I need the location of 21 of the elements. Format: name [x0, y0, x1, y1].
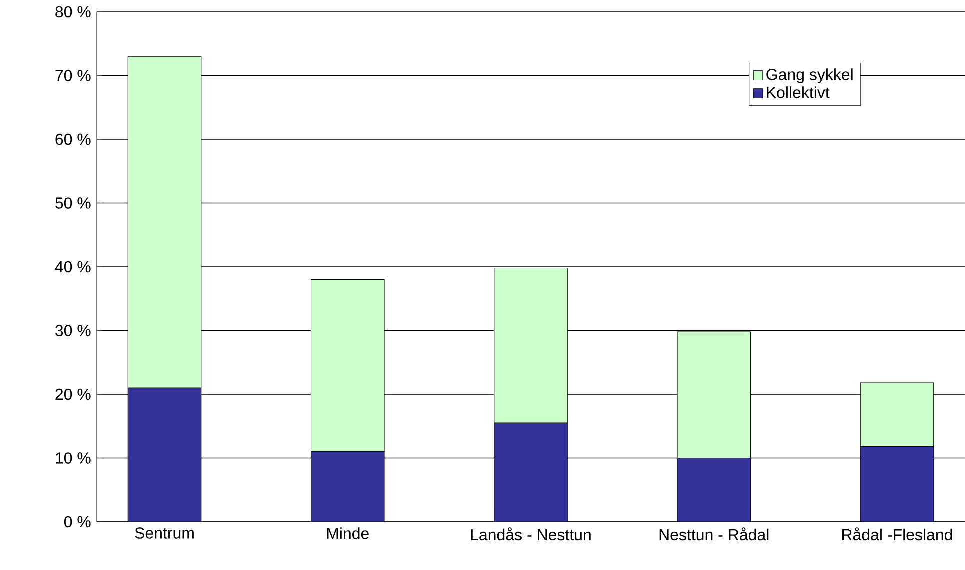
x-tick-label: Sentrum: [135, 528, 194, 539]
y-tick-label: 70 %: [56, 70, 91, 82]
x-tick-label: Rådal -Flesland: [842, 528, 952, 541]
x-tick-label: Minde: [327, 528, 369, 540]
y-tick-label: 10 %: [56, 452, 91, 464]
legend-label: Gang sykkel: [766, 68, 853, 84]
x-tick-label: Landås - Nesttun: [471, 528, 591, 541]
bar: [678, 458, 751, 522]
y-tick-label: 30 %: [56, 325, 91, 336]
bar: [311, 452, 385, 522]
legend-label: Kollektivt: [767, 86, 830, 98]
bar: [494, 423, 568, 522]
bar: [860, 446, 934, 522]
x-tick-label: Nesttun - Rådal: [660, 528, 769, 541]
y-tick-label: 60 %: [56, 134, 91, 146]
y-tick-label: 40 %: [55, 261, 91, 273]
y-tick-label: 20 %: [56, 388, 91, 400]
y-tick-label: 50 %: [56, 198, 91, 209]
y-tick-label: 0 %: [64, 516, 91, 528]
y-tick-label: 80 %: [56, 6, 91, 18]
bar: [128, 388, 202, 522]
